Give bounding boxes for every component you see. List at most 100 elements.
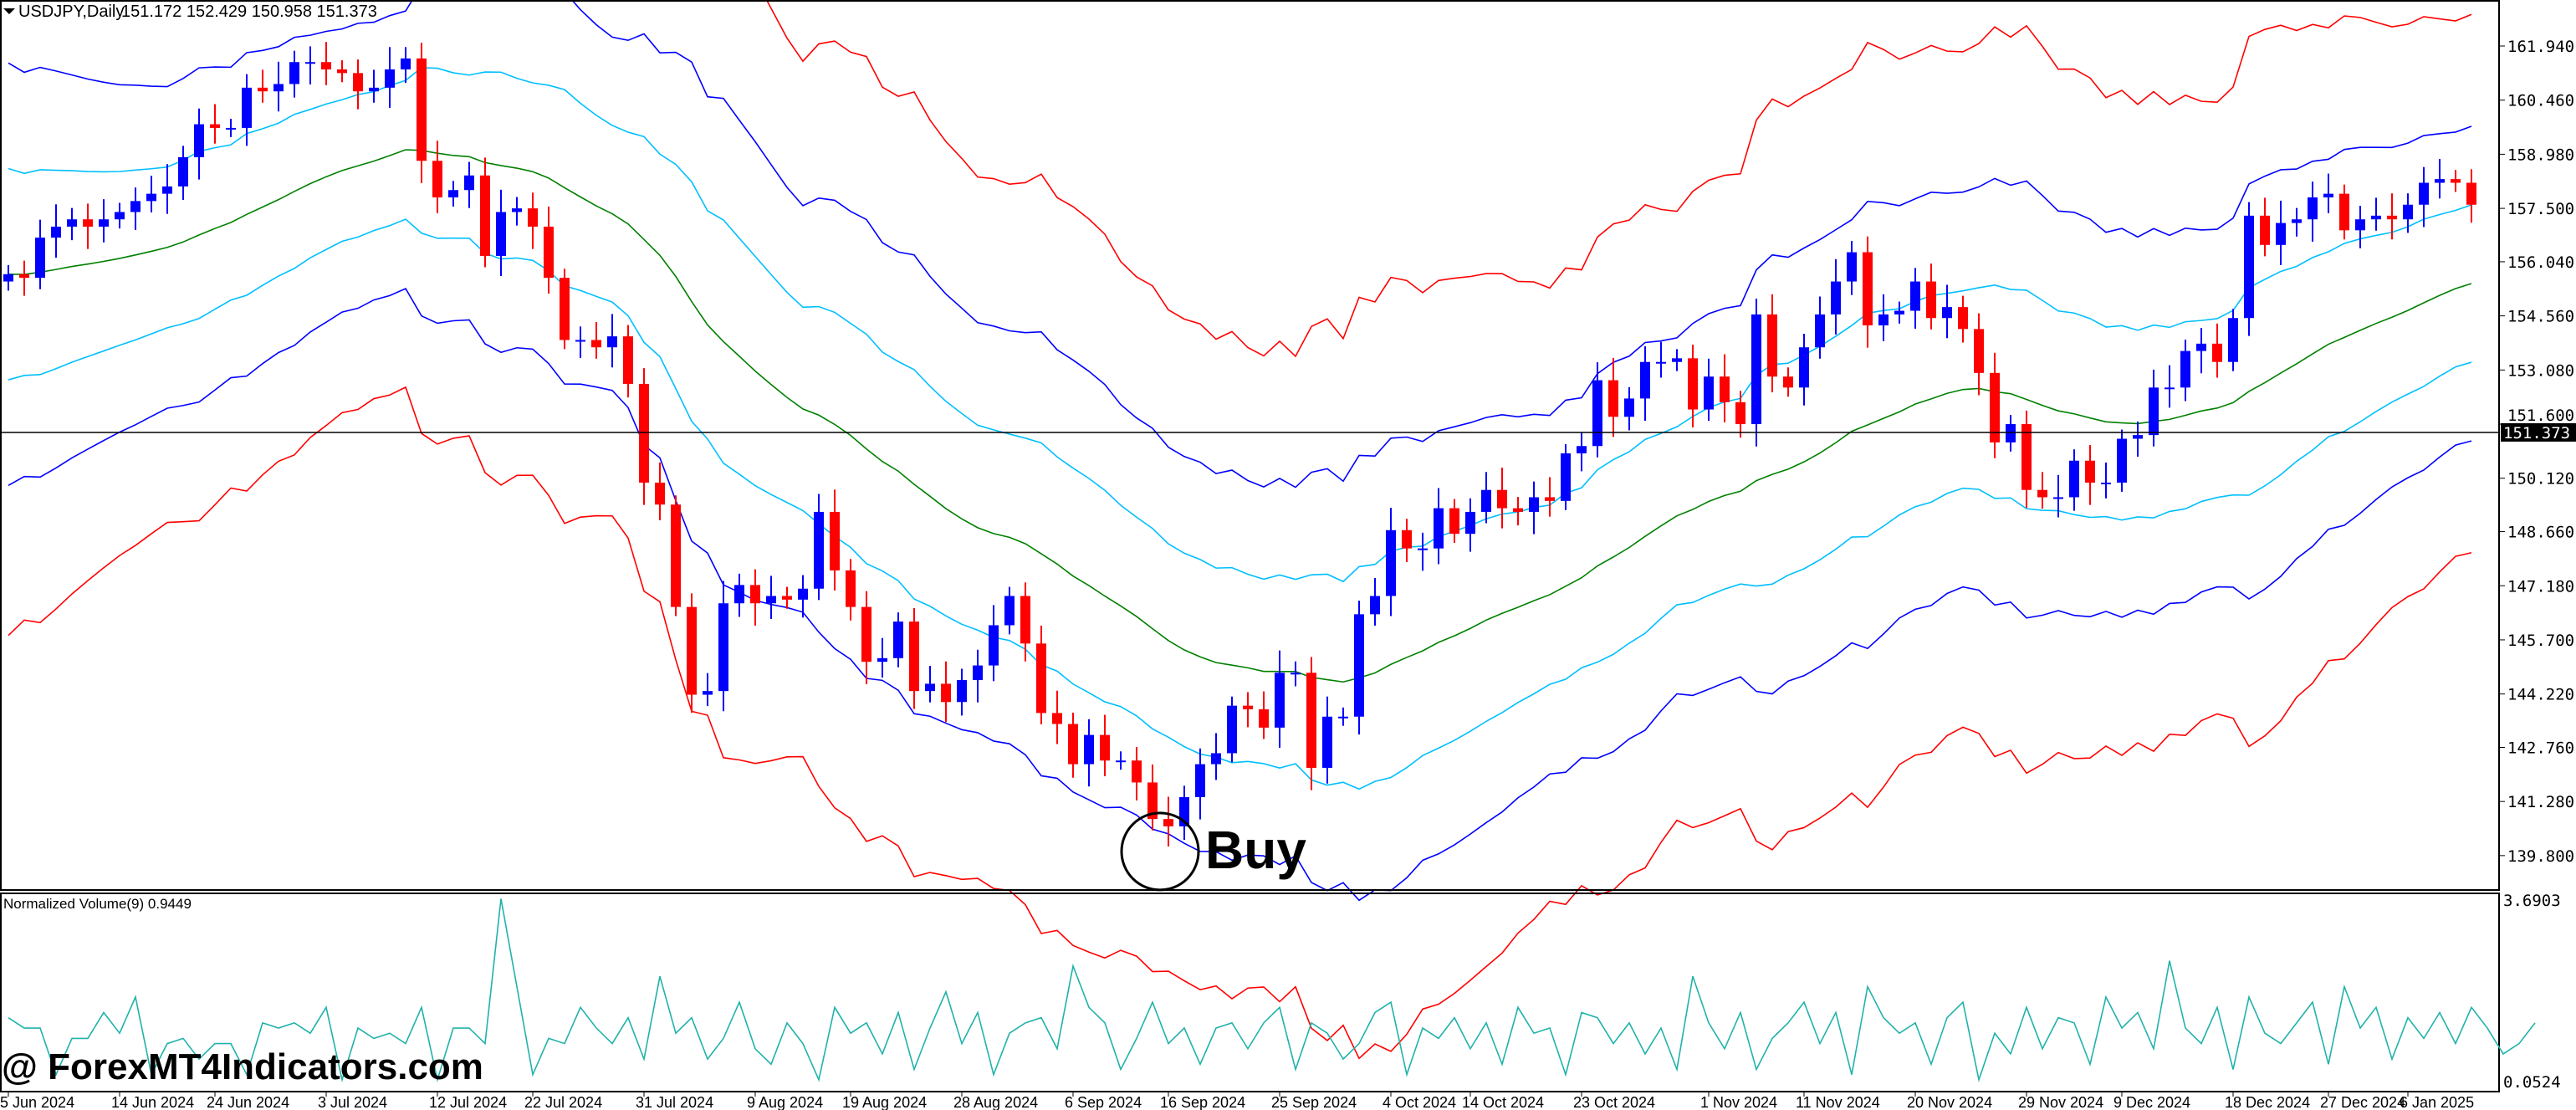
candle-body (1068, 724, 1078, 765)
candle (1640, 345, 1650, 422)
candle (337, 60, 347, 83)
candle (1799, 334, 1809, 406)
candle-body (1084, 734, 1094, 765)
x-tick-label: 11 Nov 2024 (1796, 1094, 1880, 1110)
candle (51, 204, 61, 258)
candle-body (3, 274, 13, 282)
candle (1847, 241, 1857, 295)
candle (655, 462, 665, 520)
candle-body (385, 69, 395, 88)
watermark: @ ForexMT4Indicators.com (2, 1046, 483, 1087)
candle-body (1863, 252, 1873, 325)
candle (2212, 323, 2222, 378)
y-tick-label: 144.220 (2507, 686, 2574, 704)
candle (623, 325, 633, 398)
candle-body (1306, 673, 1316, 768)
candle (1577, 432, 1587, 472)
candle (1529, 481, 1539, 535)
candle (2451, 170, 2461, 192)
candle (1608, 357, 1618, 437)
dropdown-triangle-icon[interactable] (3, 8, 15, 14)
candle (989, 605, 999, 682)
main-pane-frame (0, 0, 2500, 891)
candle (1672, 349, 1682, 371)
candle (1132, 747, 1142, 801)
candle-body (1910, 281, 1920, 311)
x-tick-label: 6 Jan 2025 (2400, 1094, 2474, 1110)
middle-lower-band-line (8, 287, 2472, 902)
volume-pane (8, 898, 2536, 1083)
candle-body (115, 212, 125, 220)
candle-body (909, 621, 919, 692)
candle (1688, 345, 1698, 427)
candle (242, 74, 252, 146)
candle-body (989, 625, 999, 666)
candle-body (1116, 760, 1126, 763)
candle (1100, 714, 1110, 777)
candle (1894, 301, 1904, 324)
y-tick-label: 139.800 (2507, 847, 2574, 866)
symbol-label: USDJPY,Daily (18, 3, 124, 21)
candle-body (1370, 596, 1380, 615)
candle-body (861, 606, 871, 662)
candle-body (703, 691, 713, 695)
candle-body (2260, 215, 2270, 245)
candle-body (1608, 380, 1618, 417)
candle-body (258, 87, 268, 92)
candle-body (1894, 310, 1904, 315)
x-tick-label: 4 Oct 2024 (1383, 1094, 1456, 1110)
candle (432, 141, 442, 213)
candle (1990, 352, 2000, 458)
x-tick-label: 3 Jul 2024 (318, 1094, 387, 1110)
candle-body (2021, 424, 2032, 490)
candle (2133, 421, 2143, 457)
candle (162, 164, 172, 214)
candle-body (2196, 343, 2206, 351)
candle (115, 202, 125, 229)
candle-body (2101, 482, 2111, 484)
y-tick-label: 154.560 (2507, 308, 2574, 326)
middle-upper-band-line (8, 0, 2472, 489)
candle-body (1767, 314, 1777, 377)
candle-body (369, 87, 379, 92)
candle-body (2037, 489, 2047, 498)
candles (3, 42, 2476, 847)
y-tick-label: 157.500 (2507, 200, 2574, 218)
candle (909, 607, 919, 709)
x-tick-label: 20 Nov 2024 (1907, 1094, 1992, 1110)
candle-body (226, 127, 236, 130)
y-tick-label: 156.040 (2507, 253, 2574, 272)
candle (2117, 429, 2127, 492)
x-tick-label: 14 Oct 2024 (1462, 1094, 1544, 1110)
candle (1195, 748, 1205, 820)
candle-body (1036, 643, 1046, 714)
candle (734, 573, 744, 617)
candle (35, 219, 45, 289)
candle (146, 176, 156, 212)
candle (178, 146, 188, 201)
date-axis: 5 Jun 2024 14 Jun 2024 24 Jun 2024 3 Jul 20… (0, 1092, 2474, 1110)
candle (2403, 193, 2413, 233)
candle-body (1974, 329, 1984, 373)
candle-body (337, 69, 347, 74)
candle (687, 593, 697, 713)
y-tick-label: 151.600 (2507, 407, 2574, 425)
candle-body (973, 665, 983, 681)
candle-body (1481, 489, 1491, 512)
candle-body (877, 657, 887, 662)
candle (194, 108, 204, 180)
candle (1434, 488, 1444, 565)
candle (2085, 444, 2095, 505)
candle (1116, 751, 1126, 770)
candle-body (432, 161, 442, 197)
candle-body (2276, 223, 2286, 245)
x-tick-label: 25 Sep 2024 (1271, 1094, 1357, 1110)
buy-circle-marker (1120, 811, 1200, 892)
candle (1751, 299, 1761, 447)
candle (718, 581, 728, 712)
candle-body (1004, 596, 1015, 626)
candle-body (957, 680, 967, 703)
candle-body (2053, 497, 2063, 499)
candle (798, 575, 808, 618)
candle (1322, 696, 1332, 784)
